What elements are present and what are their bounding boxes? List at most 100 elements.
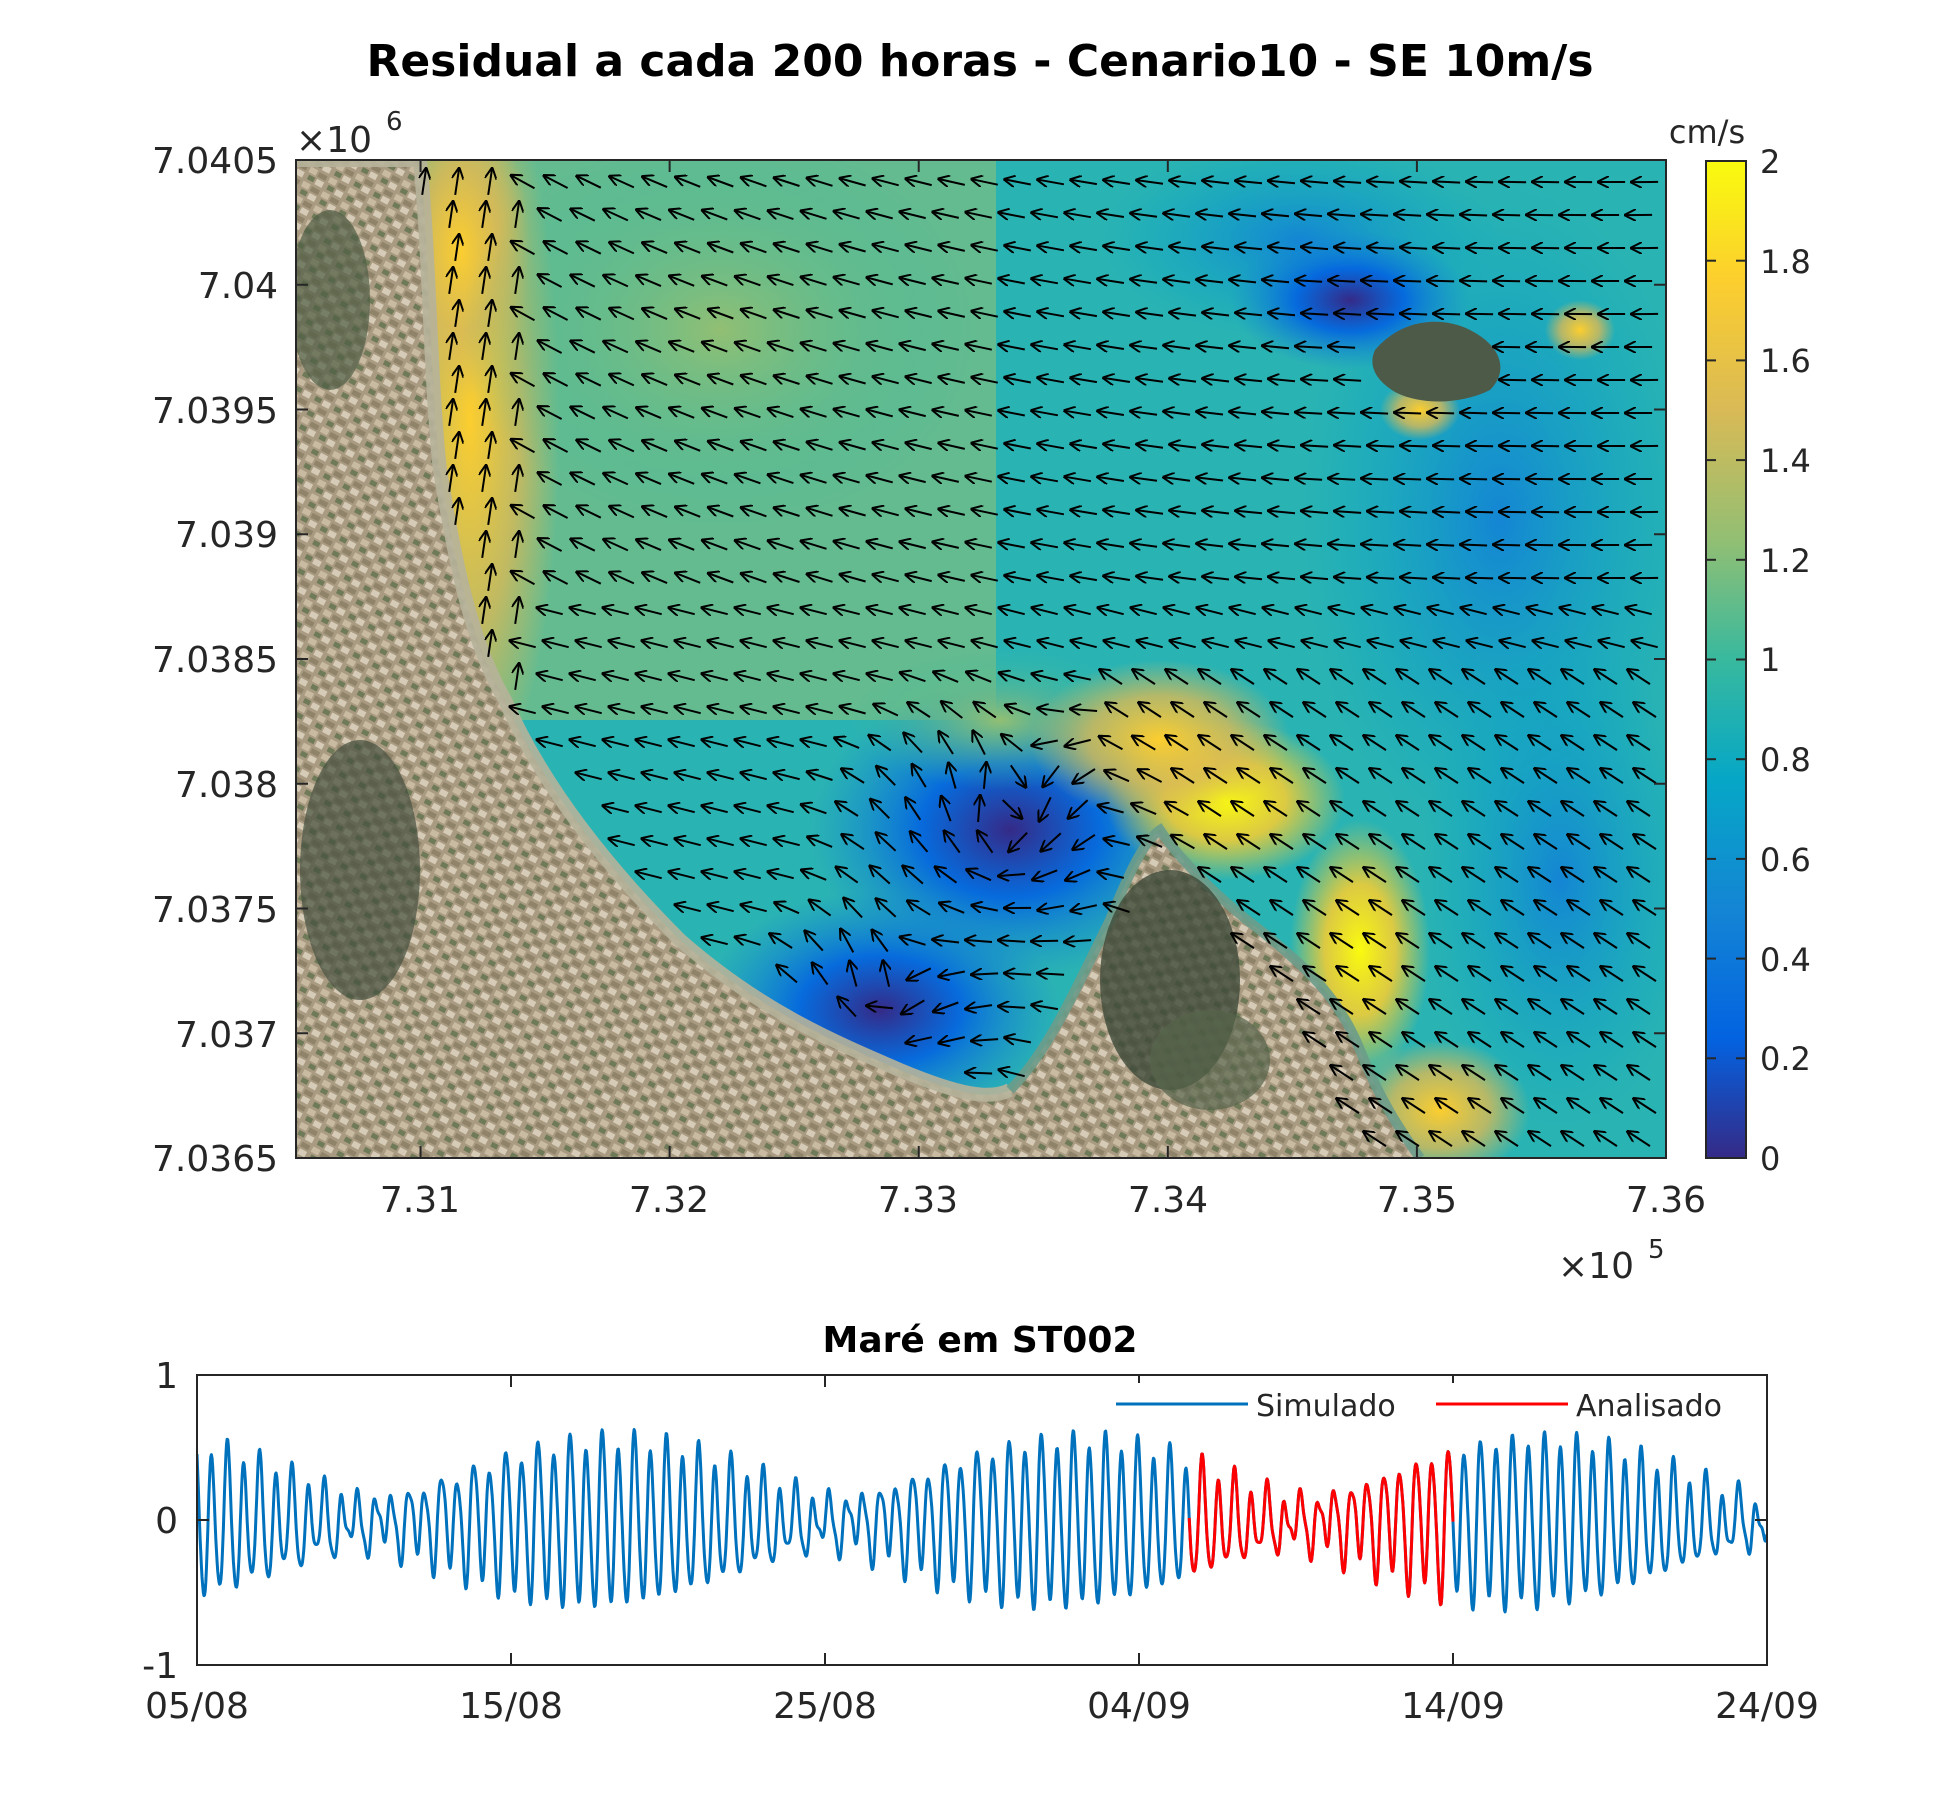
current-vector (769, 409, 794, 419)
current-vector (939, 575, 966, 581)
current-vector (703, 608, 728, 614)
current-vector (1170, 576, 1197, 579)
current-vector (455, 169, 459, 196)
current-vector (769, 872, 794, 878)
current-vector (643, 441, 668, 453)
tide-y-tick-labels: 1 0 -1 (142, 1356, 178, 1687)
current-vector (1401, 446, 1428, 447)
current-vector (869, 736, 892, 752)
current-vector (1370, 967, 1393, 982)
current-vector (1098, 872, 1125, 878)
current-vector (1494, 413, 1521, 414)
current-vector (1529, 670, 1552, 685)
current-vector (973, 641, 998, 648)
tide-plot-area (197, 1428, 1767, 1614)
current-vector (610, 177, 635, 189)
current-vector (1164, 477, 1191, 480)
current-vector (1595, 1132, 1618, 1147)
current-vector (1502, 901, 1525, 916)
tide-y-tick-label: 0 (155, 1501, 178, 1542)
current-vector (1104, 312, 1131, 316)
current-vector (1302, 577, 1329, 579)
island-north (1372, 321, 1501, 402)
current-vector (455, 433, 459, 460)
current-vector (868, 212, 893, 219)
current-vector (1006, 641, 1031, 647)
map-y-tick-labels: 7.0405 7.04 7.0395 7.039 7.0385 7.038 7.… (152, 141, 278, 1180)
current-vector (1038, 378, 1065, 383)
current-vector (1005, 378, 1031, 383)
current-vector (1304, 967, 1327, 982)
current-vector (1271, 901, 1294, 916)
current-vector (1105, 839, 1130, 845)
current-vector (835, 608, 860, 614)
current-vector (810, 900, 832, 917)
current-vector (709, 839, 734, 845)
current-vector (844, 899, 863, 919)
current-vector (966, 940, 993, 942)
current-vector (1467, 248, 1494, 249)
current-vector (676, 839, 701, 845)
current-vector (1397, 670, 1420, 685)
current-vector (1368, 247, 1395, 249)
map-y-tick-label: 7.039 (175, 515, 278, 556)
current-vector (512, 506, 535, 520)
current-vector (934, 608, 959, 614)
current-vector (1038, 510, 1065, 515)
current-vector (676, 573, 701, 584)
current-vector (1230, 280, 1257, 283)
current-vector (676, 773, 701, 779)
current-vector (1595, 934, 1618, 949)
current-vector (637, 342, 662, 354)
current-vector (1628, 802, 1651, 817)
current-vector (775, 641, 800, 647)
current-vector (1568, 1099, 1591, 1114)
current-vector (571, 473, 596, 486)
current-vector (1331, 670, 1354, 685)
current-vector (1469, 967, 1492, 982)
current-vector (1297, 608, 1322, 614)
colorbar: cm/s 0 0.2 0.4 0.6 0.8 1 1.2 1.4 1.6 1.8… (1669, 113, 1811, 1178)
current-vector (836, 802, 859, 817)
current-vector (1529, 934, 1552, 949)
current-vector (907, 641, 932, 647)
current-vector (942, 702, 963, 719)
current-vector (1634, 967, 1657, 982)
current-vector (841, 509, 866, 516)
current-vector (769, 211, 794, 221)
current-vector (544, 641, 569, 647)
current-vector (1006, 705, 1031, 716)
current-vector (1197, 412, 1224, 415)
current-vector (1005, 1038, 1032, 1043)
current-vector (1065, 345, 1092, 349)
current-vector (1463, 934, 1486, 949)
current-vector (1461, 479, 1488, 480)
current-vector (703, 806, 728, 812)
current-vector (1038, 973, 1065, 975)
current-vector (1199, 736, 1222, 751)
current-vector (966, 542, 993, 547)
current-vector (1362, 412, 1389, 413)
current-vector (933, 212, 960, 218)
current-vector (874, 641, 899, 647)
current-vector (1065, 543, 1092, 547)
current-vector (1232, 670, 1255, 685)
current-vector (1370, 901, 1393, 916)
current-vector (1002, 735, 1023, 752)
current-vector (972, 1039, 999, 1041)
current-vector (1170, 312, 1197, 315)
current-vector (1329, 280, 1356, 281)
current-vector (1337, 835, 1360, 850)
current-vector (1165, 608, 1190, 614)
current-vector (1073, 833, 1096, 849)
current-vector (1302, 379, 1329, 381)
current-vector (1071, 905, 1098, 911)
current-vector (939, 509, 966, 515)
current-vector (1298, 1000, 1321, 1015)
current-vector (1403, 967, 1426, 982)
current-vector (512, 440, 535, 454)
map-y-exponent: ×10 6 (296, 107, 403, 161)
map-y-tick-label: 7.04 (198, 266, 278, 307)
current-vector (1170, 444, 1197, 447)
current-vector (1402, 641, 1427, 647)
